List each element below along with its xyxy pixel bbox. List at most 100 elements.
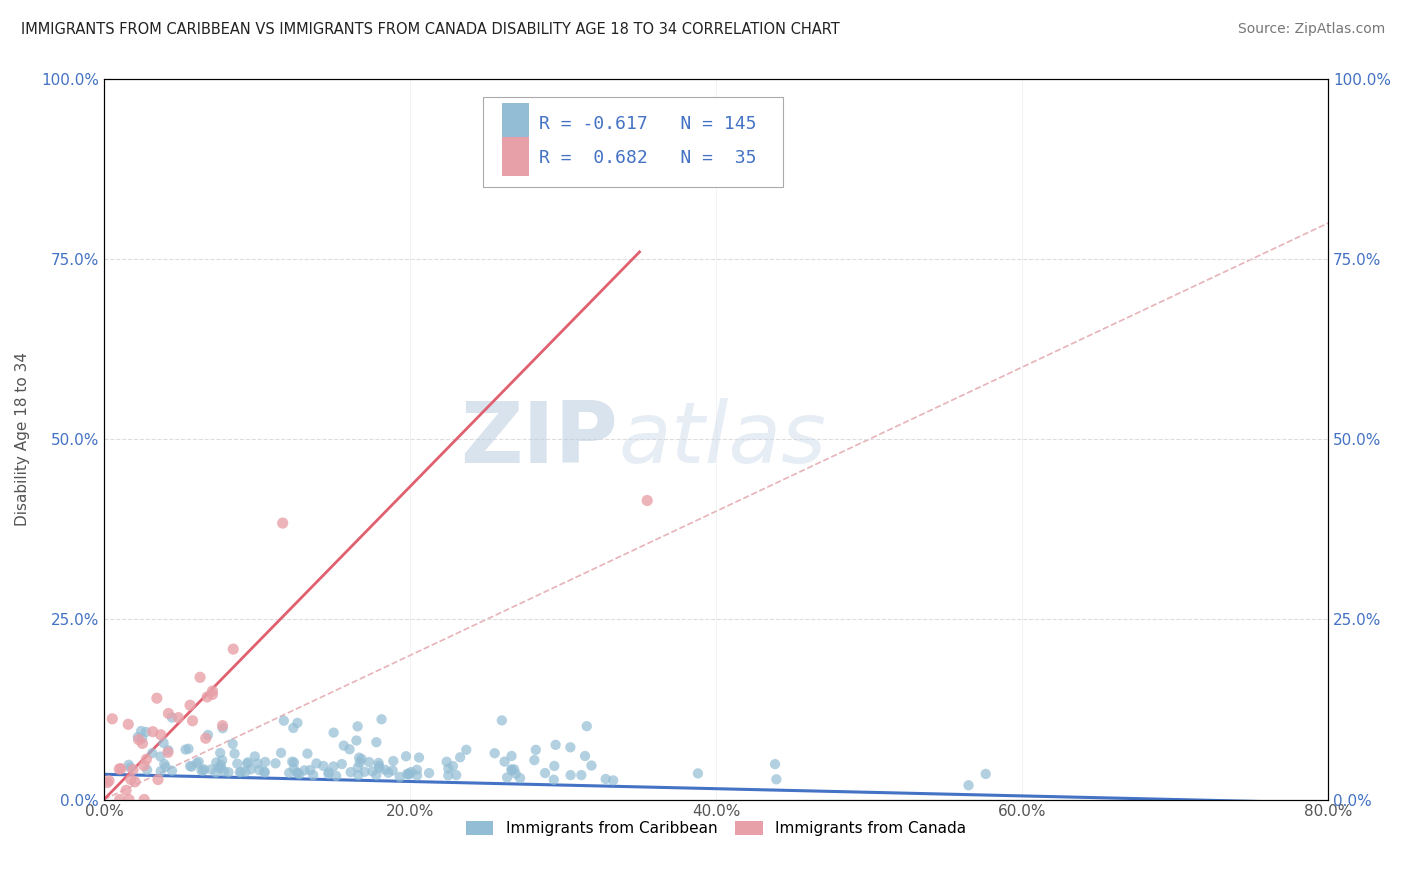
Point	[287, 765, 309, 780]
Point	[523, 753, 546, 767]
Point	[437, 768, 460, 782]
Point	[142, 724, 165, 739]
Point	[118, 792, 141, 806]
Point	[395, 749, 418, 764]
Point	[118, 757, 141, 772]
Point	[179, 759, 201, 773]
Point	[339, 742, 361, 756]
Point	[120, 772, 142, 787]
Point	[157, 706, 180, 721]
Point	[302, 768, 325, 782]
Point	[270, 746, 292, 760]
Point	[96, 775, 118, 789]
Point	[149, 728, 172, 742]
Point	[224, 747, 246, 761]
Point	[322, 759, 344, 773]
Point	[135, 752, 157, 766]
Point	[117, 717, 139, 731]
Point	[560, 768, 582, 782]
Point	[366, 768, 388, 782]
Point	[190, 764, 212, 778]
Text: R = -0.617   N = 145: R = -0.617 N = 145	[538, 115, 756, 133]
Point	[534, 766, 557, 780]
FancyBboxPatch shape	[502, 136, 529, 177]
Point	[339, 765, 361, 780]
Point	[524, 743, 547, 757]
Point	[271, 516, 294, 530]
Point	[128, 732, 150, 747]
Point	[236, 756, 259, 771]
Point	[156, 745, 179, 759]
Point	[195, 690, 218, 704]
Point	[346, 760, 368, 774]
Point	[222, 642, 245, 657]
Point	[201, 687, 224, 701]
Point	[686, 766, 709, 780]
Point	[406, 763, 429, 777]
Point	[494, 755, 516, 769]
Point	[209, 761, 232, 775]
Point	[398, 767, 420, 781]
Point	[288, 767, 311, 781]
Point	[131, 731, 153, 746]
Point	[399, 765, 422, 780]
Point	[406, 768, 429, 782]
Point	[370, 712, 392, 726]
Point	[209, 746, 232, 760]
Point	[197, 728, 219, 742]
Text: R =  0.682   N =  35: R = 0.682 N = 35	[538, 149, 756, 167]
Point	[108, 792, 131, 806]
Point	[177, 741, 200, 756]
Point	[437, 762, 460, 776]
Point	[193, 764, 215, 778]
Point	[211, 719, 233, 733]
Point	[201, 684, 224, 698]
Point	[441, 759, 464, 773]
Point	[957, 778, 980, 792]
Point	[367, 756, 389, 770]
Point	[575, 719, 598, 733]
Point	[160, 764, 183, 778]
Point	[108, 762, 131, 776]
Point	[765, 772, 787, 787]
Point	[418, 766, 440, 780]
Point	[233, 764, 256, 779]
Point	[246, 756, 269, 771]
Point	[157, 743, 180, 757]
Point	[297, 747, 319, 761]
Point	[160, 710, 183, 724]
Point	[974, 767, 997, 781]
Point	[132, 758, 155, 772]
Legend: Immigrants from Caribbean, Immigrants from Canada: Immigrants from Caribbean, Immigrants fr…	[458, 814, 974, 844]
Point	[149, 764, 172, 779]
Y-axis label: Disability Age 18 to 34: Disability Age 18 to 34	[15, 352, 30, 526]
Point	[115, 783, 138, 797]
Point	[388, 770, 411, 784]
Point	[205, 756, 228, 770]
Point	[318, 765, 340, 780]
Point	[181, 714, 204, 728]
Point	[211, 721, 233, 735]
Point	[229, 765, 252, 780]
Point	[180, 759, 202, 773]
Text: IMMIGRANTS FROM CARIBBEAN VS IMMIGRANTS FROM CANADA DISABILITY AGE 18 TO 34 CORR: IMMIGRANTS FROM CARIBBEAN VS IMMIGRANTS …	[21, 22, 839, 37]
Point	[318, 767, 340, 781]
Point	[444, 768, 467, 782]
Point	[368, 761, 391, 775]
Point	[188, 670, 211, 684]
Point	[595, 772, 617, 786]
Point	[333, 739, 356, 753]
Point	[347, 768, 370, 782]
Point	[436, 755, 458, 769]
Point	[398, 766, 420, 780]
Point	[491, 714, 513, 728]
Point	[509, 771, 531, 785]
Text: atlas: atlas	[619, 398, 827, 481]
Point	[122, 763, 145, 777]
Point	[229, 764, 252, 779]
Point	[149, 749, 172, 764]
Point	[211, 753, 233, 767]
Point	[141, 746, 163, 760]
Point	[581, 758, 603, 772]
Point	[349, 756, 371, 770]
